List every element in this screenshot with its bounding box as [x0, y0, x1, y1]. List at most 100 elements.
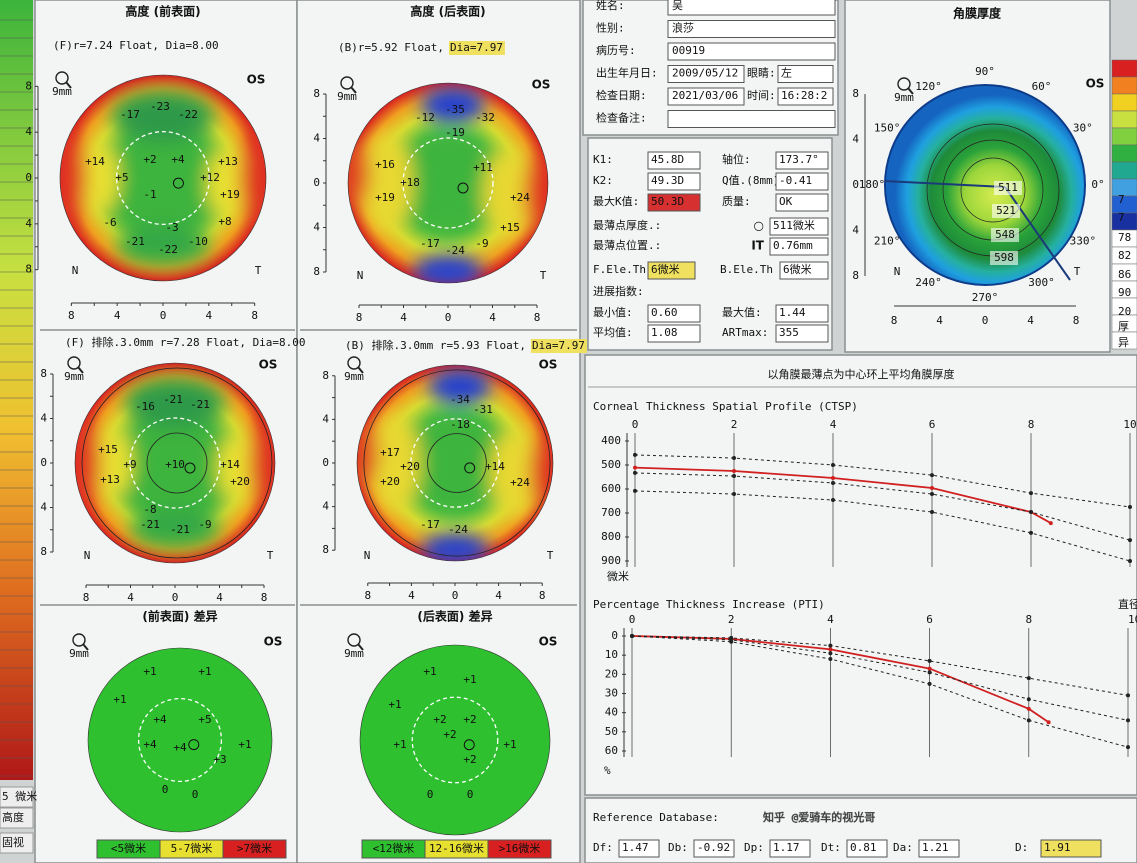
scale-segment [1111, 144, 1137, 163]
series-point [927, 670, 932, 675]
exclusion-ring [81, 367, 273, 559]
map-subtitle: (F)r=7.24 Float, Dia=8.00 [53, 39, 219, 52]
field-box [667, 110, 836, 128]
map-value: +15 [98, 443, 118, 456]
zone-circle [116, 130, 210, 225]
field-box [775, 151, 829, 170]
map-subtitle-highlight: Dia=7.97 [450, 41, 503, 54]
nasal-label: N [357, 269, 364, 282]
zoom-icon-handle [907, 87, 914, 95]
legend-box [222, 839, 287, 859]
map-outline [74, 362, 276, 564]
map-outline [359, 644, 551, 836]
map-value: +18 [400, 176, 420, 189]
map-value: -3 [165, 221, 178, 234]
field-label: 最薄点位置.: [593, 238, 661, 252]
series-point [633, 452, 637, 457]
angle-label: 150° [874, 122, 901, 135]
field-label: K2: [593, 174, 613, 187]
map-value: -21 [163, 393, 183, 406]
highlight [448, 41, 505, 55]
map-value: 0 [467, 788, 474, 801]
series-point [1029, 491, 1033, 496]
series-point [828, 651, 833, 656]
scale-segment [1111, 331, 1137, 350]
color-region [530, 428, 553, 517]
reference-value: 1.17 [773, 841, 800, 854]
meridian [1004, 186, 1071, 281]
series-point [1029, 510, 1033, 515]
axis-tick-label: 8 [261, 591, 268, 604]
field-box [647, 304, 701, 323]
legend-label: >7微米 [237, 841, 272, 855]
field-value: -0.41 [779, 174, 812, 187]
series-point [1126, 718, 1130, 723]
series-point [930, 510, 934, 515]
map-value: -18 [450, 418, 470, 431]
color-region [401, 414, 509, 512]
field-value: 50.3D [651, 195, 684, 208]
axis-tick-label: 4 [206, 309, 213, 322]
map-value: -21 [190, 398, 210, 411]
reference-key: Db: [668, 841, 688, 854]
axis-tick-label: 4 [40, 412, 47, 425]
scale-segment [1111, 59, 1137, 78]
series-point [831, 463, 835, 467]
map-value: +19 [375, 191, 395, 204]
scale-label: 厚 [1118, 320, 1129, 333]
thickness-ring [960, 157, 1026, 223]
map-value: +13 [100, 473, 120, 486]
pupil-center [184, 462, 196, 474]
scale-label: 78 [1118, 231, 1131, 244]
axis-tick-label: 8 [322, 543, 329, 556]
map-value: +10 [165, 458, 185, 471]
map-value: +1 [113, 693, 126, 706]
temporal-label: T [255, 264, 262, 277]
series-point [729, 639, 734, 644]
field-box [647, 172, 701, 191]
temporal-label: T [1074, 265, 1081, 278]
map-value: 0 [427, 788, 434, 801]
scale-label: 异 [1118, 336, 1129, 349]
map-value: -17 [420, 237, 440, 250]
series-line [631, 635, 1129, 696]
chart-title: Percentage Thickness Increase (PTI) [593, 598, 825, 611]
field-label: 姓名: [596, 0, 625, 12]
map-value: -12 [415, 111, 435, 124]
field-label: 最小值: [593, 306, 633, 319]
map-value: +8 [218, 215, 231, 228]
scale-segment [1111, 110, 1137, 129]
zoom-icon-handle [77, 366, 84, 374]
map [88, 648, 272, 832]
field-label: 质量: [722, 195, 751, 208]
angle-label: 210° [874, 235, 901, 248]
map-value: -8 [143, 503, 156, 516]
axis-tick-label: 8 [322, 369, 329, 382]
field-box [618, 839, 660, 858]
color-region [78, 141, 120, 215]
value-bg [991, 228, 1019, 242]
x-tick-label: 2 [731, 418, 738, 431]
color-region [348, 138, 369, 208]
field-label: 检查日期: [596, 88, 647, 102]
axis-tick-label: 8 [852, 269, 859, 282]
series-point [1128, 538, 1132, 543]
axis-tick-label: 4 [322, 500, 329, 513]
reference-value: 0.81 [850, 841, 877, 854]
map-value: -21 [125, 235, 145, 248]
pupil-center [463, 739, 475, 751]
axis-tick-label: 8 [852, 87, 859, 100]
field-value: 2021/03/06 [672, 89, 738, 102]
scale-label-box [0, 807, 34, 829]
map-value: +19 [220, 188, 240, 201]
map-value: -6 [103, 216, 116, 229]
series-point [630, 634, 634, 638]
y-tick-label: 40 [605, 706, 618, 719]
map-value: +20 [400, 460, 420, 473]
meridian [884, 180, 1006, 188]
nasal-label: N [364, 549, 371, 562]
reference-value: 1.21 [922, 841, 949, 854]
axis-tick-label: 8 [25, 263, 32, 276]
field-value: 49.3D [651, 174, 684, 187]
x-tick-label: 6 [926, 613, 933, 626]
